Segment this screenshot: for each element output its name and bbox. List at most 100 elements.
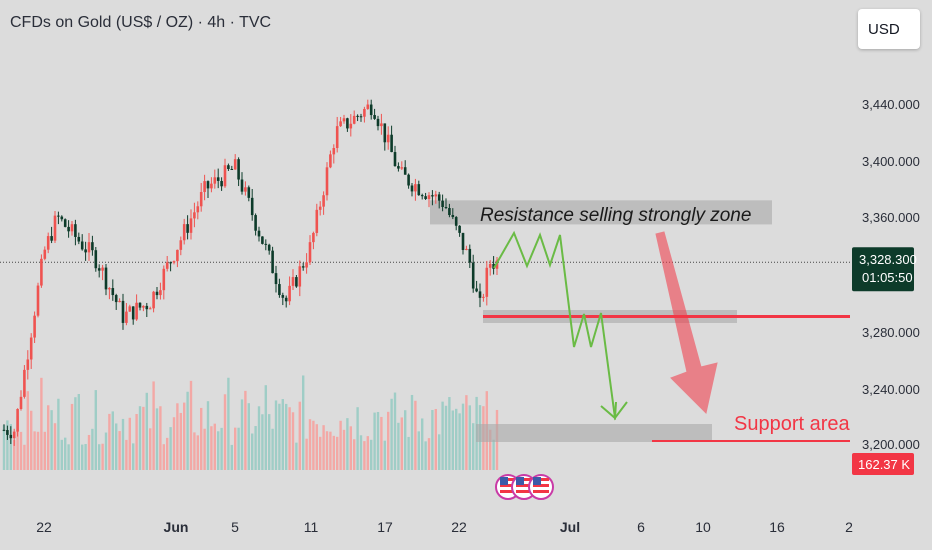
volume-bar xyxy=(472,423,475,470)
volume-bar xyxy=(329,431,332,470)
time-tick-label: Jul xyxy=(560,519,580,535)
candle-body xyxy=(135,302,138,320)
candle-body xyxy=(91,242,94,251)
candle-body xyxy=(305,262,308,268)
candle-body xyxy=(152,291,155,309)
volume-bar xyxy=(295,442,298,470)
volume-bar xyxy=(353,439,356,470)
volume-bar xyxy=(115,423,118,470)
candle-body xyxy=(186,224,189,233)
price-tick-label: 3,200.000 xyxy=(862,437,920,452)
candle-body xyxy=(63,219,67,227)
candle-body xyxy=(97,268,101,271)
volume-bar xyxy=(468,405,471,470)
volume-bar xyxy=(23,444,26,470)
volume-bar xyxy=(346,418,349,470)
countdown-label: 01:05:50 xyxy=(862,270,913,285)
flag-canton xyxy=(516,477,524,485)
currency-button[interactable]: USD xyxy=(858,9,920,49)
candle-body xyxy=(325,167,329,196)
candle-body xyxy=(437,194,441,201)
volume-bar xyxy=(104,432,108,470)
volume-bar xyxy=(285,403,288,470)
volume-bar xyxy=(196,435,199,470)
candle-body xyxy=(203,181,206,193)
flag-stripe xyxy=(500,490,516,493)
volume-bar xyxy=(431,409,434,470)
volume-bar xyxy=(101,443,104,470)
volume-bar xyxy=(448,397,451,470)
time-tick-label: 2 xyxy=(845,519,853,535)
volume-bar xyxy=(142,406,145,470)
volume-bar xyxy=(407,436,410,470)
volume-bar xyxy=(213,423,216,470)
volume-bar xyxy=(57,398,60,470)
volume-bar xyxy=(203,428,206,470)
candle-body xyxy=(329,154,332,168)
volume-bar xyxy=(125,439,128,470)
volume-bar xyxy=(417,431,420,470)
candle-body xyxy=(6,430,9,435)
volume-bar xyxy=(43,431,46,470)
candle-body xyxy=(295,277,298,287)
time-tick-label: 6 xyxy=(637,519,645,535)
volume-bar xyxy=(444,405,448,470)
volume-bar xyxy=(220,427,223,470)
volume-bar xyxy=(70,403,74,470)
candle-body xyxy=(315,209,319,233)
forecast-path[interactable] xyxy=(493,230,628,421)
volume-bar xyxy=(387,411,390,470)
time-tick-label: Jun xyxy=(164,519,189,535)
volume-bar xyxy=(19,431,23,470)
volume-bar xyxy=(169,427,172,470)
volume-bar xyxy=(118,431,121,470)
candle-body xyxy=(441,200,444,207)
volume-bar xyxy=(98,444,101,470)
candle-body xyxy=(288,285,291,302)
candle-body xyxy=(352,115,356,124)
support-zone[interactable] xyxy=(476,424,712,442)
candle-body xyxy=(9,434,13,439)
candle-body xyxy=(33,315,36,338)
time-tick-label: 16 xyxy=(769,519,785,535)
volume-bar xyxy=(383,440,386,470)
volume-bar xyxy=(40,377,43,470)
candle-body xyxy=(223,165,227,187)
volume-bar xyxy=(33,431,36,470)
volume-bar xyxy=(427,438,431,470)
volume-bar xyxy=(455,408,458,470)
candle-body xyxy=(454,217,458,226)
candle-body xyxy=(318,206,322,210)
candle-body xyxy=(114,295,118,303)
volume-bar xyxy=(172,417,176,470)
resistance-zone[interactable] xyxy=(430,200,772,225)
volume-bar xyxy=(111,411,114,470)
volume-bar xyxy=(397,422,400,470)
candle-body xyxy=(383,123,387,143)
projection-arrow[interactable] xyxy=(655,231,718,414)
time-tick-label: 22 xyxy=(451,519,467,535)
candle-body xyxy=(155,291,159,296)
candle-body xyxy=(308,242,312,263)
volume-bar xyxy=(410,394,414,470)
candle-body xyxy=(118,300,121,303)
candle-body xyxy=(373,115,376,119)
candle-body xyxy=(233,159,237,170)
candle-body xyxy=(335,126,339,149)
candle-body xyxy=(104,267,108,290)
candle-body xyxy=(461,232,465,250)
candle-body xyxy=(380,123,383,127)
volume-bar xyxy=(67,444,70,470)
candle-body xyxy=(193,212,196,219)
candle-body xyxy=(261,236,264,244)
candle-body xyxy=(26,359,30,370)
volume-bar xyxy=(373,412,376,470)
candle-body xyxy=(216,177,220,181)
candle-body xyxy=(312,232,315,243)
price-tick-label: 3,440.000 xyxy=(862,97,920,112)
candle-body xyxy=(165,262,169,269)
volume-bar xyxy=(60,439,63,470)
candle-body xyxy=(410,185,414,192)
volume-bar xyxy=(94,390,97,470)
